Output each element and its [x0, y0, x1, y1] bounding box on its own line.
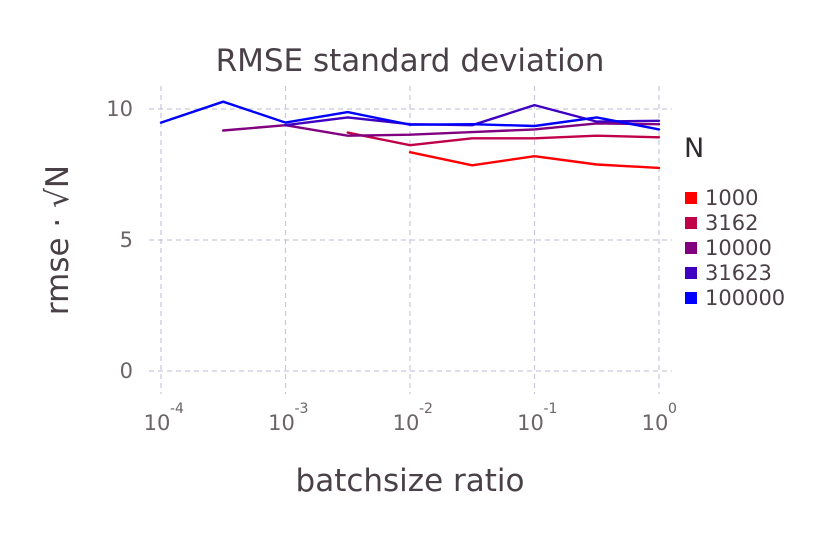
- legend-title: N: [684, 133, 704, 164]
- x-tick-exponent: 0: [668, 401, 677, 417]
- x-tick-exponent: -2: [419, 401, 433, 417]
- y-tick-label: 0: [120, 359, 133, 383]
- legend-entry: 1000: [705, 186, 758, 210]
- x-tick-label: 10: [393, 411, 420, 435]
- legend-swatch: [685, 267, 697, 279]
- legend-swatch: [685, 217, 697, 229]
- x-tick-label: 10: [642, 411, 669, 435]
- gridlines: [149, 86, 672, 394]
- x-tick-label: 10: [268, 411, 295, 435]
- x-tick-exponent: -4: [170, 401, 184, 417]
- x-axis-label: batchsize ratio: [296, 463, 525, 499]
- x-tick-label: 10: [517, 411, 544, 435]
- y-tick-label: 10: [106, 97, 133, 121]
- legend-entry: 10000: [705, 236, 772, 260]
- legend-entry: 31623: [705, 261, 772, 285]
- y-axis-ticks: 0 5 10: [106, 97, 133, 383]
- legend-swatch: [685, 192, 697, 204]
- legend-swatch: [685, 242, 697, 254]
- series-line-31623: [284, 103, 661, 127]
- x-tick-exponent: -1: [544, 401, 558, 417]
- legend-swatch: [685, 292, 697, 304]
- x-tick-exponent: -3: [295, 401, 309, 417]
- series-lines: [159, 100, 661, 170]
- legend-entry: 100000: [705, 286, 785, 310]
- series-line-1000: [408, 150, 661, 170]
- legend-entry: 3162: [705, 211, 758, 235]
- series-line-3162: [346, 131, 661, 147]
- x-tick-label: 10: [144, 411, 171, 435]
- y-axis-label: rmse · √N: [40, 165, 76, 315]
- series-line-10000: [221, 122, 661, 137]
- series-line-100000: [159, 100, 661, 131]
- chart-title: RMSE standard deviation: [216, 43, 605, 79]
- y-tick-label: 5: [120, 228, 133, 252]
